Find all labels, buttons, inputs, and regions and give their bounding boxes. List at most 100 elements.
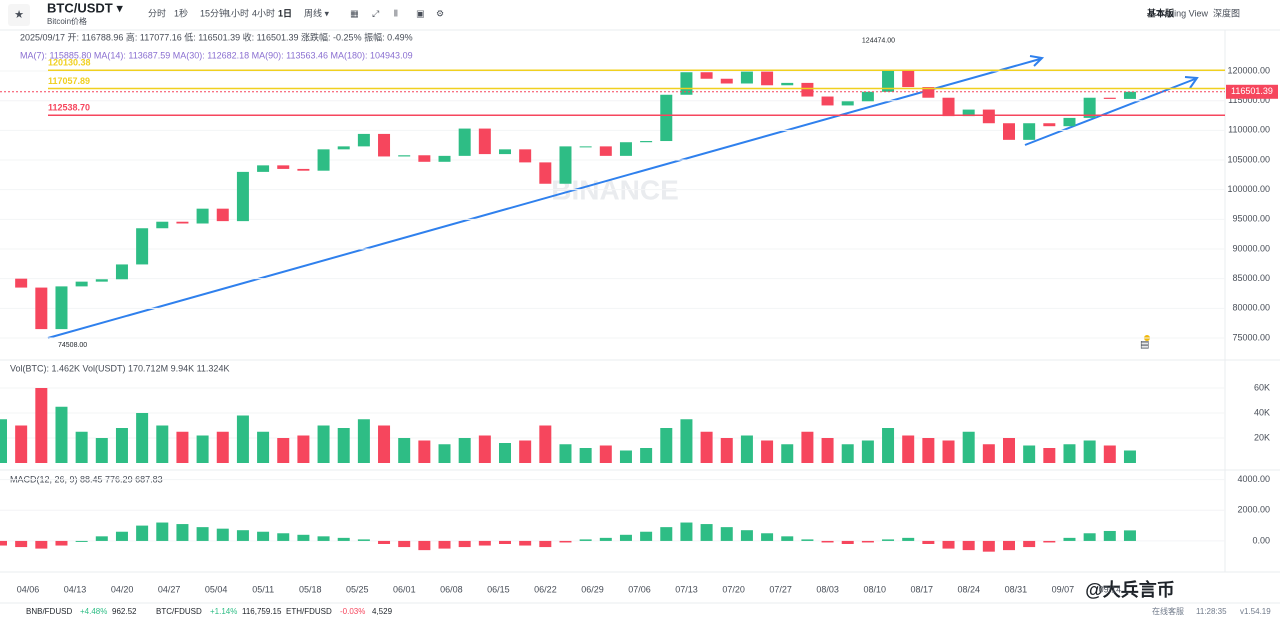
view-deep[interactable]: 深度图 xyxy=(1213,7,1240,18)
timeframe[interactable]: 15分钟 xyxy=(200,7,228,18)
volume-bar xyxy=(378,425,391,463)
tools: ▦ ⤢ ⫴ ▣ ⚙ xyxy=(350,8,444,18)
timeframe[interactable]: 分时 xyxy=(148,7,166,18)
tool-icon[interactable]: ⚙ xyxy=(436,8,444,18)
candle xyxy=(156,221,169,229)
macd-bar xyxy=(761,533,774,541)
macd-bar xyxy=(55,540,68,546)
trend-line xyxy=(47,58,1041,339)
ticker-name[interactable]: ETH/FDUSD xyxy=(286,607,332,616)
favorite-button[interactable] xyxy=(8,4,30,26)
y-tick-label: 110000.00 xyxy=(1228,125,1270,135)
volume-bar xyxy=(1123,450,1136,463)
volume-bar xyxy=(398,438,411,463)
y-tick-label: 80000.00 xyxy=(1232,303,1270,313)
x-tick-label: 05/11 xyxy=(252,584,274,594)
timeframe[interactable]: 1日 xyxy=(278,8,292,18)
candle xyxy=(882,70,895,92)
view-tv[interactable]: Trading View xyxy=(1156,8,1209,18)
x-tick-label: 09/07 xyxy=(1052,584,1075,594)
volume-bar xyxy=(942,440,955,463)
volume-bar xyxy=(277,438,290,463)
volume-bar xyxy=(15,425,28,463)
arrow-head xyxy=(1029,55,1045,67)
star-icon: ★ xyxy=(14,9,24,21)
macd-bar xyxy=(458,540,471,548)
macd-bar xyxy=(398,540,411,548)
macd-bar xyxy=(942,540,955,549)
candle xyxy=(982,109,995,124)
arrow-head xyxy=(1184,76,1199,89)
macd-bar xyxy=(35,540,48,549)
macd-bar xyxy=(418,540,431,551)
volume-bar xyxy=(478,435,491,463)
candle xyxy=(841,101,854,106)
timeframe[interactable]: 1小时 xyxy=(226,7,249,18)
x-tick-label: 04/27 xyxy=(158,584,181,594)
candle xyxy=(136,228,149,265)
candle xyxy=(519,149,532,163)
ticker-name[interactable]: BNB/FDUSD xyxy=(26,607,72,616)
price-annotation: 124474.00 xyxy=(862,37,895,44)
candle xyxy=(559,146,572,184)
volume-bar xyxy=(1023,445,1036,463)
candle xyxy=(1043,123,1056,127)
y-tick-label: 60K xyxy=(1254,382,1270,392)
candle xyxy=(801,82,814,97)
subtitle: Bitcoin价格 xyxy=(47,16,87,26)
macd-bar xyxy=(539,540,552,548)
macd-bar xyxy=(700,524,713,541)
last-price-label: 116501.39 xyxy=(1231,86,1273,96)
macd-bar xyxy=(216,528,229,541)
vol-info: Vol(BTC): 1.462K Vol(USDT) 170.712M 9.94… xyxy=(10,363,229,373)
timeframe[interactable]: 周线 ▾ xyxy=(304,7,330,18)
macd-bar xyxy=(841,540,854,544)
macd-bar xyxy=(1023,540,1036,548)
top-bar xyxy=(0,0,1280,30)
timeframe[interactable]: 1秒 xyxy=(174,7,188,18)
tool-icon[interactable]: ⫴ xyxy=(394,8,398,18)
ticker-name[interactable]: BTC/FDUSD xyxy=(156,607,202,616)
view-basic[interactable]: 基本版 xyxy=(1146,7,1174,18)
ticker-price: 116,759.15 xyxy=(242,607,282,616)
candle xyxy=(922,87,935,98)
macd-bar xyxy=(499,540,511,544)
x-tick-label: 07/13 xyxy=(675,584,698,594)
tool-icon[interactable]: ▣ xyxy=(416,8,425,18)
volume-bar xyxy=(196,435,209,463)
macd-bar xyxy=(378,540,391,544)
candle xyxy=(418,155,431,162)
volume-bar xyxy=(801,431,814,463)
tool-icon[interactable]: ▦ xyxy=(350,8,359,18)
x-tick-label: 08/17 xyxy=(910,584,933,594)
candle xyxy=(1063,117,1076,127)
candle xyxy=(1123,91,1136,99)
candle xyxy=(761,71,774,86)
x-tick-label: 04/20 xyxy=(111,584,134,594)
volume-bar xyxy=(458,438,471,463)
x-tick-label: 06/22 xyxy=(534,584,557,594)
ohlc-info: 2025/09/17 开: 116788.96 高: 117077.16 低: … xyxy=(20,31,413,42)
ticker-change: +1.14% xyxy=(210,607,237,616)
volume-bar xyxy=(75,431,88,463)
volume-bar xyxy=(821,438,834,463)
volume-bar xyxy=(700,431,713,463)
ticker-change: -0.03% xyxy=(340,607,365,616)
volume-bar xyxy=(35,388,48,463)
level-label: 117057.89 xyxy=(48,76,90,86)
macd-bar xyxy=(882,539,895,541)
macd-bar xyxy=(297,534,310,541)
x-tick-label: 07/20 xyxy=(722,584,745,594)
timeframe[interactable]: 4小时 xyxy=(252,7,275,18)
candle xyxy=(378,133,391,157)
tool-icon[interactable]: ▤ xyxy=(1140,340,1149,351)
y-tick-label: 95000.00 xyxy=(1232,214,1270,224)
service[interactable]: 在线客服 xyxy=(1152,606,1184,616)
symbol[interactable]: BTC/USDT ▾ xyxy=(47,0,123,15)
ticker-price: 4,529 xyxy=(372,607,393,616)
macd-bar xyxy=(962,540,975,551)
volume-bar xyxy=(740,435,753,463)
macd-bar xyxy=(0,540,7,546)
version: v1.54.19 xyxy=(1240,607,1271,616)
tool-icon[interactable]: ⤢ xyxy=(371,8,379,18)
